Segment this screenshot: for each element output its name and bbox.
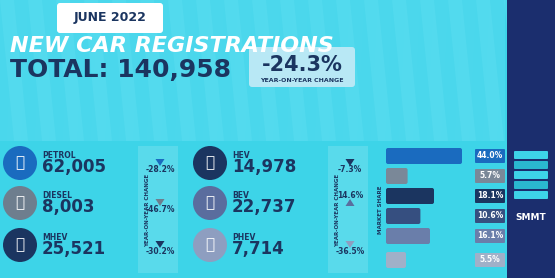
FancyBboxPatch shape — [328, 146, 368, 273]
Text: YEAR-ON-YEAR CHANGE: YEAR-ON-YEAR CHANGE — [336, 173, 341, 247]
Polygon shape — [346, 159, 355, 166]
Polygon shape — [155, 199, 164, 206]
Polygon shape — [252, 0, 280, 141]
Circle shape — [3, 146, 37, 180]
Text: ⛽: ⛽ — [16, 195, 24, 210]
Polygon shape — [504, 0, 532, 141]
Text: 5.7%: 5.7% — [480, 172, 501, 180]
Text: -36.5%: -36.5% — [335, 247, 365, 257]
Text: ⛽: ⛽ — [16, 237, 24, 252]
Polygon shape — [346, 199, 355, 206]
FancyBboxPatch shape — [386, 148, 462, 164]
FancyBboxPatch shape — [57, 3, 163, 33]
FancyBboxPatch shape — [475, 253, 505, 267]
Polygon shape — [476, 0, 504, 141]
Polygon shape — [56, 0, 84, 141]
Text: -46.7%: -46.7% — [145, 205, 175, 215]
Polygon shape — [140, 0, 168, 141]
FancyBboxPatch shape — [507, 0, 555, 278]
FancyBboxPatch shape — [514, 191, 548, 199]
Text: 8,003: 8,003 — [42, 198, 94, 216]
FancyBboxPatch shape — [0, 0, 505, 141]
Polygon shape — [392, 0, 420, 141]
Text: -28.2%: -28.2% — [145, 165, 175, 175]
Text: ⛽: ⛽ — [16, 155, 24, 170]
Text: -24.3%: -24.3% — [261, 55, 342, 75]
Text: MARKET SHARE: MARKET SHARE — [377, 186, 382, 234]
Text: BEV: BEV — [232, 192, 249, 200]
Polygon shape — [155, 241, 164, 248]
Text: 16.1%: 16.1% — [477, 232, 503, 240]
FancyBboxPatch shape — [0, 141, 507, 278]
Polygon shape — [84, 0, 112, 141]
Text: TOTAL: 140,958: TOTAL: 140,958 — [10, 58, 231, 82]
Polygon shape — [532, 0, 555, 141]
Polygon shape — [224, 0, 252, 141]
Polygon shape — [196, 0, 224, 141]
Circle shape — [3, 186, 37, 220]
Text: ⛽: ⛽ — [205, 155, 215, 170]
Text: MHEV: MHEV — [42, 234, 67, 242]
FancyBboxPatch shape — [475, 149, 505, 163]
Text: SMMT: SMMT — [516, 214, 546, 222]
FancyBboxPatch shape — [475, 189, 505, 203]
FancyBboxPatch shape — [386, 168, 407, 184]
Polygon shape — [448, 0, 476, 141]
Text: HEV: HEV — [232, 152, 250, 160]
Text: 10.6%: 10.6% — [477, 212, 503, 220]
Text: DIESEL: DIESEL — [42, 192, 72, 200]
FancyBboxPatch shape — [386, 188, 434, 204]
Circle shape — [193, 186, 227, 220]
FancyBboxPatch shape — [514, 181, 548, 189]
Circle shape — [193, 228, 227, 262]
Polygon shape — [112, 0, 140, 141]
Text: 44.0%: 44.0% — [477, 152, 503, 160]
Text: YEAR-ON-YEAR CHANGE: YEAR-ON-YEAR CHANGE — [260, 78, 344, 83]
Text: ⛽: ⛽ — [205, 195, 215, 210]
Text: PETROL: PETROL — [42, 152, 75, 160]
Text: PHEV: PHEV — [232, 234, 255, 242]
Polygon shape — [28, 0, 56, 141]
Polygon shape — [168, 0, 196, 141]
Text: YEAR-ON-YEAR CHANGE: YEAR-ON-YEAR CHANGE — [145, 173, 150, 247]
Text: 7,714: 7,714 — [232, 240, 285, 258]
Polygon shape — [364, 0, 392, 141]
FancyBboxPatch shape — [514, 151, 548, 159]
Text: 18.1%: 18.1% — [477, 192, 503, 200]
Polygon shape — [308, 0, 336, 141]
Text: -30.2%: -30.2% — [145, 247, 175, 257]
FancyBboxPatch shape — [475, 169, 505, 183]
FancyBboxPatch shape — [475, 209, 505, 223]
Text: -7.3%: -7.3% — [338, 165, 362, 175]
Text: JUNE 2022: JUNE 2022 — [74, 11, 147, 24]
FancyBboxPatch shape — [514, 161, 548, 169]
Circle shape — [3, 228, 37, 262]
Text: 22,737: 22,737 — [232, 198, 296, 216]
Text: 62,005: 62,005 — [42, 158, 106, 176]
Text: ⛽: ⛽ — [205, 237, 215, 252]
FancyBboxPatch shape — [514, 171, 548, 179]
Polygon shape — [0, 0, 28, 141]
Text: 5.5%: 5.5% — [480, 255, 501, 264]
FancyBboxPatch shape — [386, 208, 420, 224]
Text: 14,978: 14,978 — [232, 158, 296, 176]
Text: 14.6%: 14.6% — [337, 190, 363, 200]
FancyBboxPatch shape — [249, 47, 355, 87]
Polygon shape — [420, 0, 448, 141]
Polygon shape — [336, 0, 364, 141]
FancyBboxPatch shape — [138, 146, 178, 273]
Circle shape — [193, 146, 227, 180]
Text: 25,521: 25,521 — [42, 240, 106, 258]
Polygon shape — [155, 159, 164, 166]
Polygon shape — [280, 0, 308, 141]
Text: NEW CAR REGISTRATIONS: NEW CAR REGISTRATIONS — [10, 36, 334, 56]
FancyBboxPatch shape — [386, 252, 406, 268]
FancyBboxPatch shape — [386, 228, 430, 244]
Polygon shape — [346, 241, 355, 248]
FancyBboxPatch shape — [475, 229, 505, 243]
